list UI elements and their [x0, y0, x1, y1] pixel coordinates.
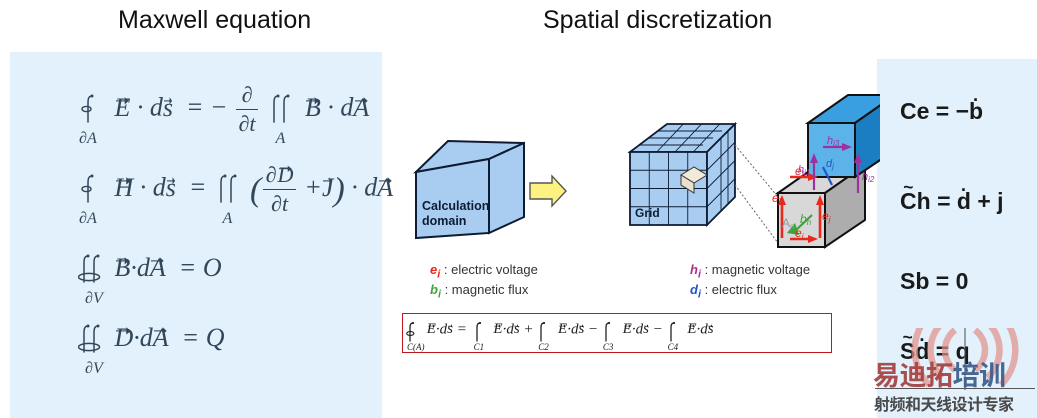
svg-text:hi2: hi2 [862, 171, 875, 184]
svg-text:Calculation: Calculation [422, 199, 489, 213]
svg-text:domain: domain [422, 214, 466, 228]
svg-text:Grid: Grid [635, 206, 660, 220]
